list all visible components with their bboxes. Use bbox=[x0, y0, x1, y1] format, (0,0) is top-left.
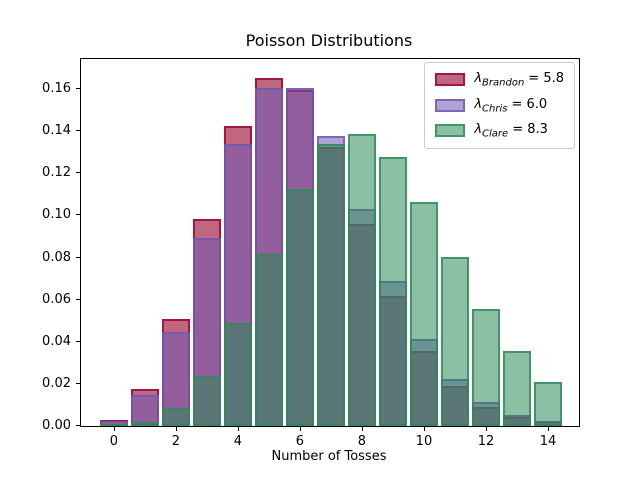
y-tick-label: 0.12 bbox=[42, 165, 71, 181]
y-tick-label: 0.08 bbox=[42, 249, 71, 265]
y-tick bbox=[76, 340, 80, 342]
y-tick bbox=[76, 130, 80, 132]
legend-item-clare: λClare = 8.3 bbox=[435, 122, 564, 140]
bar-clare-6 bbox=[285, 188, 314, 426]
x-tick bbox=[237, 427, 239, 431]
legend-swatch-clare bbox=[435, 124, 466, 138]
x-tick bbox=[423, 427, 425, 431]
x-tick-label: 10 bbox=[415, 434, 433, 449]
y-tick-label: 0.06 bbox=[42, 291, 71, 307]
y-tick bbox=[76, 382, 80, 384]
bar-clare-5 bbox=[254, 254, 283, 426]
chart-title: Poisson Distributions bbox=[245, 31, 413, 50]
y-tick bbox=[76, 256, 80, 258]
legend-item-brandon: λBrandon = 5.8 bbox=[435, 71, 564, 89]
x-tick bbox=[113, 427, 115, 431]
bar-clare-9 bbox=[378, 156, 407, 426]
lambda-value: = 5.8 bbox=[528, 71, 564, 86]
x-tick-label: 14 bbox=[539, 434, 557, 449]
bar-clare-4 bbox=[223, 322, 252, 426]
y-tick-label: 0.14 bbox=[42, 123, 71, 139]
x-tick-label: 4 bbox=[233, 434, 243, 449]
bar-clare-1 bbox=[130, 421, 159, 426]
lambda-subscript: Chris bbox=[482, 103, 508, 115]
legend-label-brandon: λBrandon = 5.8 bbox=[474, 71, 564, 89]
x-tick bbox=[299, 427, 301, 431]
bar-clare-3 bbox=[192, 376, 221, 426]
lambda-subscript: Brandon bbox=[482, 77, 525, 89]
x-tick bbox=[547, 427, 549, 431]
x-tick-label: 6 bbox=[295, 434, 305, 449]
bar-clare-7 bbox=[316, 144, 345, 426]
bar-clare-0 bbox=[99, 424, 128, 426]
y-tick bbox=[76, 425, 80, 426]
legend-label-chris: λChris = 6.0 bbox=[474, 97, 547, 115]
bar-clare-10 bbox=[410, 202, 438, 426]
legend-swatch-brandon bbox=[435, 73, 466, 87]
lambda-subscript: Clare bbox=[482, 128, 509, 140]
lambda-symbol: λ bbox=[474, 71, 483, 86]
legend: λBrandon = 5.8 λChris = 6.0 λClare = 8.3 bbox=[424, 62, 575, 149]
lambda-value: = 8.3 bbox=[512, 122, 548, 138]
y-tick bbox=[76, 88, 80, 90]
lambda-symbol: λ bbox=[474, 122, 483, 138]
x-tick-label: 0 bbox=[109, 434, 118, 449]
bar-clare-13 bbox=[503, 351, 531, 426]
x-tick bbox=[485, 427, 487, 431]
x-tick-label: 2 bbox=[171, 434, 181, 449]
y-tick-label: 0.10 bbox=[42, 207, 71, 223]
lambda-symbol: λ bbox=[474, 96, 483, 112]
x-axis-label: Number of Tosses bbox=[271, 449, 387, 464]
y-tick bbox=[76, 172, 80, 174]
y-tick-label: 0.04 bbox=[42, 333, 71, 349]
bar-clare-8 bbox=[347, 133, 376, 426]
x-tick-label: 12 bbox=[477, 434, 495, 449]
y-tick-label: 0.02 bbox=[42, 375, 71, 391]
bar-clare-14 bbox=[534, 381, 562, 426]
x-tick bbox=[175, 427, 177, 431]
bar-clare-11 bbox=[441, 257, 469, 426]
legend-label-clare: λClare = 8.3 bbox=[474, 122, 548, 140]
y-tick bbox=[76, 298, 80, 300]
y-tick-label: 0.00 bbox=[42, 418, 71, 433]
legend-item-chris: λChris = 6.0 bbox=[435, 97, 564, 115]
x-tick-label: 8 bbox=[357, 434, 367, 449]
bar-clare-12 bbox=[472, 309, 500, 426]
x-tick bbox=[361, 427, 363, 431]
y-tick bbox=[76, 214, 80, 216]
bar-clare-2 bbox=[161, 407, 190, 426]
legend-swatch-chris bbox=[435, 98, 466, 112]
y-tick-label: 0.16 bbox=[42, 81, 71, 97]
lambda-value: = 6.0 bbox=[511, 96, 548, 112]
